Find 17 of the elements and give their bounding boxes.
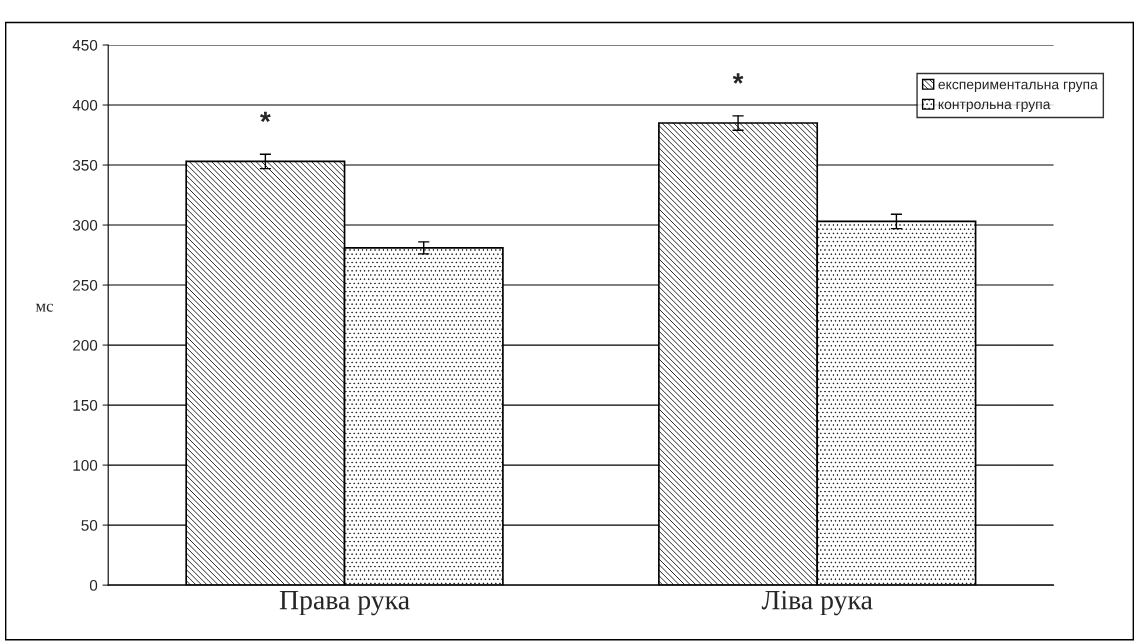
y-tick-label: 300 [72,219,98,231]
y-tick-label: 100 [73,459,98,471]
legend-label: експериментальна група [938,81,1098,93]
y-tick-label: 250 [73,279,98,291]
legend-label: контрольна група [938,101,1051,112]
x-tick-label: Ліва рука [761,590,873,616]
y-tick-label: 150 [73,399,98,411]
y-tick-label: 400 [72,99,98,111]
y-tick-label: 50 [81,519,98,531]
y-tick-label: 200 [73,339,98,351]
y-tick-label: 350 [72,159,98,171]
y-axis-title: мс [35,303,53,312]
annotation: * [260,111,271,123]
x-tick-label: Права рука [279,591,410,616]
annotation: * [732,73,744,84]
y-tick-label: 0 [89,580,98,591]
y-tick-label: 450 [72,39,98,51]
